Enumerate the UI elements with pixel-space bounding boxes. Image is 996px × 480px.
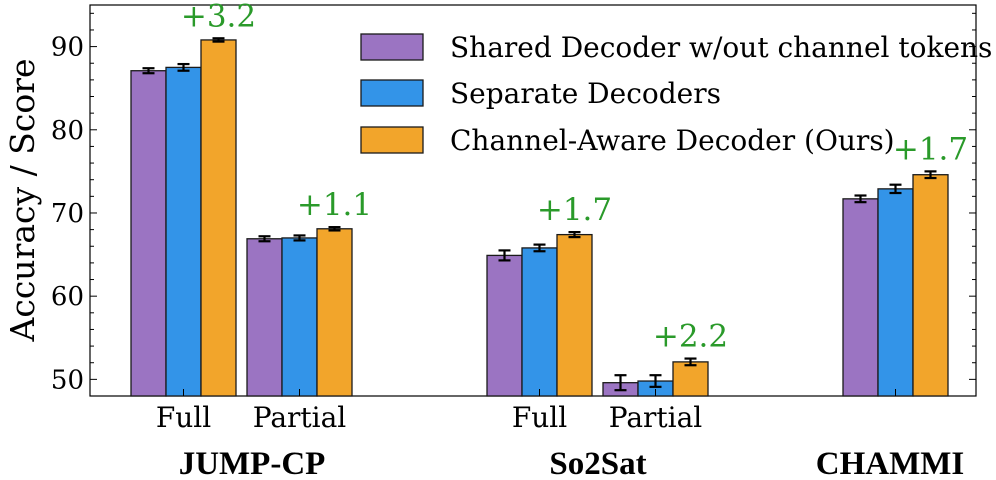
- group-label: JUMP-CP: [179, 446, 326, 480]
- bar: [316, 228, 353, 397]
- group-label: So2Sat: [549, 446, 646, 480]
- legend-label: Separate Decoders: [450, 77, 721, 110]
- y-axis-label: Accuracy / Score: [3, 59, 42, 343]
- y-axis: 50 60 70 80 90: [51, 12, 976, 395]
- y-tick-label: 70: [51, 199, 84, 229]
- improvement-annotation: +3.2: [181, 0, 256, 34]
- bar: [281, 237, 318, 397]
- y-tick-label: 50: [51, 365, 84, 395]
- improvement-annotation: +1.7: [537, 192, 612, 228]
- improvement-annotation: +1.1: [297, 187, 372, 223]
- improvement-annotations: +3.2 +1.1 +1.7 +2.2 +1.7: [181, 0, 968, 355]
- legend-swatch: [360, 33, 424, 61]
- y-tick-label: 80: [51, 116, 84, 146]
- bar: [200, 39, 237, 397]
- x-tick-label: Partial: [253, 401, 347, 434]
- bar-series: [130, 37, 949, 397]
- x-tick-label: Full: [512, 401, 567, 434]
- legend-swatch: [360, 79, 424, 107]
- group-label: CHAMMI: [816, 446, 964, 480]
- y-tick-label: 90: [51, 33, 84, 63]
- bar: [521, 247, 558, 397]
- bar: [842, 198, 879, 397]
- y-tick-label: 60: [51, 282, 84, 312]
- legend: Shared Decoder w/out channel tokens Separ…: [360, 31, 992, 157]
- legend-label: Channel-Aware Decoder (Ours): [450, 124, 895, 157]
- bar: [130, 70, 167, 397]
- x-tick-label: Full: [156, 401, 211, 434]
- bar: [877, 188, 914, 397]
- legend-label: Shared Decoder w/out channel tokens: [450, 31, 992, 64]
- bar: [165, 66, 202, 397]
- x-axis-labels: Full Partial Full Partial JUMP-CP So2Sat CHAMM…: [156, 389, 964, 480]
- bar: [486, 254, 523, 397]
- legend-swatch: [360, 126, 424, 154]
- x-tick-label: Partial: [609, 401, 703, 434]
- bar: [556, 233, 593, 397]
- improvement-annotation: +1.7: [893, 131, 968, 167]
- bar: [672, 361, 709, 397]
- bar: [246, 238, 283, 397]
- improvement-annotation: +2.2: [653, 319, 728, 355]
- bar: [912, 174, 949, 397]
